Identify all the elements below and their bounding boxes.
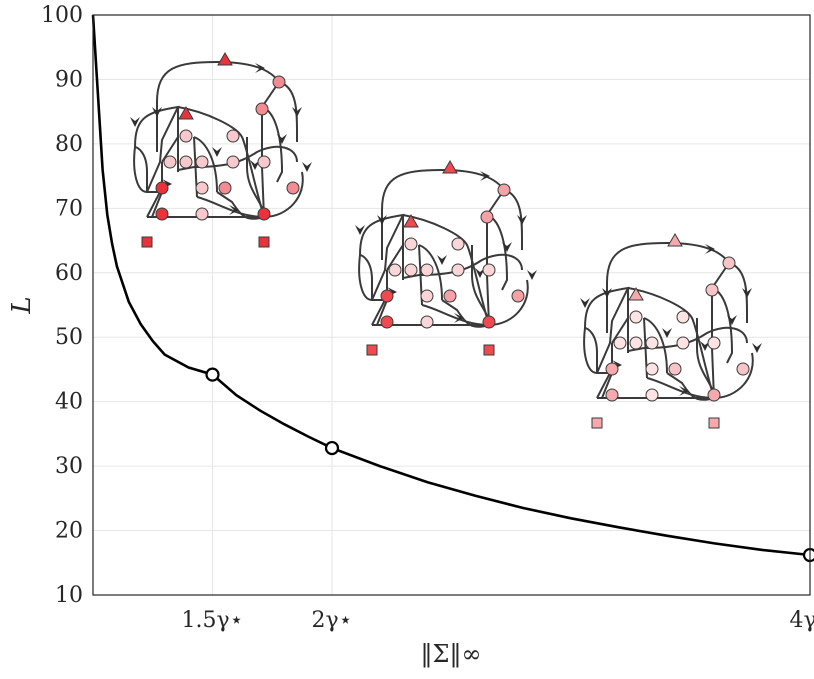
network-node-8 (645, 336, 659, 350)
x-tick-labels: 1.5γ⋆ 2γ⋆ 4γ⋆ (182, 608, 814, 633)
y-tick-label-2: 30 (55, 454, 83, 479)
network-node-6 (163, 155, 177, 169)
x-tick-label-1: 2γ⋆ (312, 608, 353, 633)
network-node-12 (420, 289, 434, 303)
network-node-11 (380, 289, 394, 303)
data-point-1 (324, 440, 340, 456)
y-axis-label: L (7, 296, 37, 314)
network-node-10 (482, 263, 496, 277)
network-node-2 (403, 214, 419, 228)
network-node-4 (629, 310, 643, 324)
network-node-5 (451, 237, 465, 251)
network-edges (129, 61, 313, 220)
network-node-19 (483, 344, 495, 356)
network-node-11 (155, 181, 169, 195)
network-node-12 (195, 181, 209, 195)
network-node-0 (217, 52, 233, 66)
y-tick-label-1: 20 (55, 519, 83, 544)
network-node-8 (195, 155, 209, 169)
network-diagram-dark (129, 52, 313, 248)
network-node-16 (420, 315, 434, 329)
network-node-4 (179, 129, 193, 143)
network-node-10 (707, 336, 721, 350)
x-axis-label: ‖Σ‖∞ (421, 640, 482, 669)
network-node-18 (591, 417, 603, 429)
network-node-9 (226, 155, 240, 169)
network-node-19 (258, 236, 270, 248)
network-diagram-light (579, 233, 763, 429)
network-node-17 (482, 315, 496, 329)
y-tick-label-5: 60 (55, 261, 83, 286)
network-node-16 (195, 207, 209, 221)
series-curve (91, 14, 811, 557)
network-node-14 (736, 362, 750, 376)
x-tick-label-2: 4γ⋆ (790, 608, 814, 633)
network-node-4 (404, 237, 418, 251)
network-node-16 (645, 388, 659, 402)
network-node-9 (451, 263, 465, 277)
network-node-7 (179, 155, 193, 169)
network-node-7 (629, 336, 643, 350)
y-tick-label-3: 40 (55, 390, 83, 415)
network-node-7 (404, 263, 418, 277)
network-node-0 (442, 160, 458, 174)
data-point-2 (802, 547, 814, 563)
network-node-15 (380, 315, 394, 329)
x-tick-label-0: 1.5γ⋆ (182, 608, 244, 633)
network-node-18 (366, 344, 378, 356)
network-node-15 (155, 207, 169, 221)
network-node-2 (178, 106, 194, 120)
network-node-3 (480, 210, 494, 224)
network-node-9 (676, 336, 690, 350)
network-node-5 (226, 129, 240, 143)
y-tick-label-0: 10 (55, 583, 83, 608)
network-node-13 (218, 181, 232, 195)
network-node-6 (388, 263, 402, 277)
network-node-15 (605, 388, 619, 402)
network-node-3 (705, 283, 719, 297)
y-tick-label-4: 50 (55, 325, 83, 350)
network-node-1 (722, 256, 736, 270)
network-node-5 (676, 310, 690, 324)
network-node-14 (511, 289, 525, 303)
network-node-17 (257, 207, 271, 221)
network-node-8 (420, 263, 434, 277)
series-markers (205, 367, 814, 563)
plot-frame (92, 14, 811, 596)
series-line-0 (91, 14, 811, 557)
network-edges (579, 242, 763, 401)
network-node-1 (497, 183, 511, 197)
network-node-18 (141, 236, 153, 248)
network-node-14 (286, 181, 300, 195)
network-node-12 (645, 362, 659, 376)
network-edges (354, 169, 538, 328)
y-tick-label-7: 80 (55, 132, 83, 157)
grid (93, 14, 811, 596)
network-node-13 (668, 362, 682, 376)
data-point-0 (205, 367, 220, 382)
network-node-1 (272, 75, 286, 89)
network-node-17 (707, 388, 721, 402)
network-node-13 (443, 289, 457, 303)
network-node-6 (613, 336, 627, 350)
y-tick-label-9: 100 (41, 3, 83, 28)
y-tick-label-6: 70 (55, 196, 83, 221)
y-tick-label-8: 90 (55, 67, 83, 92)
network-node-0 (667, 233, 683, 247)
network-node-11 (605, 362, 619, 376)
network-node-3 (255, 102, 269, 116)
network-node-2 (628, 287, 644, 301)
network-diagrams (129, 52, 763, 429)
network-node-19 (708, 417, 720, 429)
network-node-10 (257, 155, 271, 169)
y-tick-labels: 10 20 30 40 50 60 70 80 90 100 (41, 3, 83, 608)
network-diagram-medium (354, 160, 538, 356)
